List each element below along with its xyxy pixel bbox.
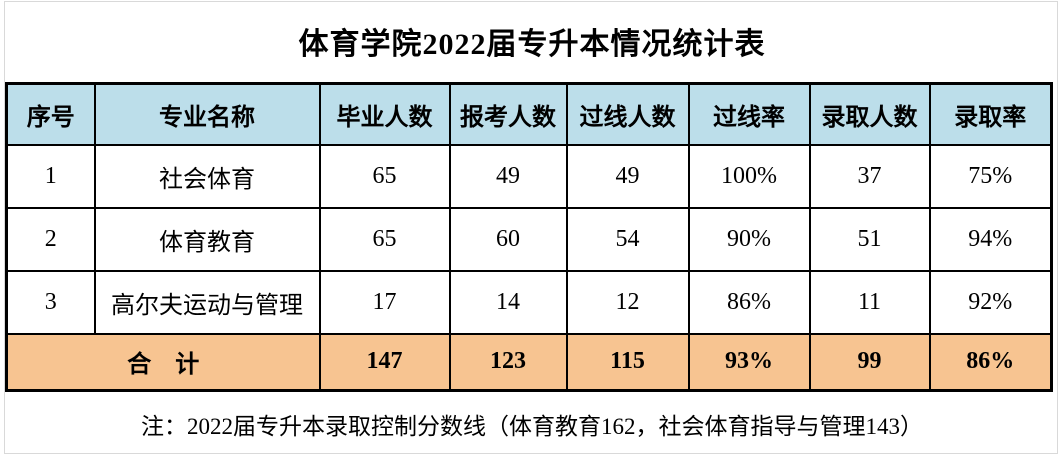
total-graduates: 147 bbox=[318, 332, 451, 392]
cell-admitted: 37 bbox=[808, 143, 931, 209]
cell-passed: 54 bbox=[565, 206, 690, 272]
cell-applicants: 60 bbox=[448, 206, 568, 272]
column-header-graduates: 毕业人数 bbox=[318, 82, 451, 146]
total-passed: 115 bbox=[565, 332, 690, 392]
cell-applicants: 14 bbox=[448, 269, 568, 335]
cell-serial: 3 bbox=[5, 269, 96, 335]
cell-applicants: 49 bbox=[448, 143, 568, 209]
footnote-text: 注：2022届专升本录取控制分数线（体育教育162，社会体育指导与管理143） bbox=[141, 413, 923, 439]
table-title-bar: 体育学院2022届专升本情况统计表 bbox=[0, 0, 1064, 82]
total-admitted: 99 bbox=[808, 332, 931, 392]
column-header-applicants: 报考人数 bbox=[448, 82, 568, 146]
column-header-admitted: 录取人数 bbox=[808, 82, 931, 146]
table-row: 2 体育教育 65 60 54 90% 51 94% bbox=[5, 206, 1053, 272]
cell-pass-rate: 90% bbox=[687, 206, 811, 272]
column-header-pass-rate: 过线率 bbox=[687, 82, 811, 146]
cell-serial: 2 bbox=[5, 206, 96, 272]
cell-graduates: 65 bbox=[318, 206, 451, 272]
table-header-row: 序号 专业名称 毕业人数 报考人数 过线人数 过线率 录取人数 录取率 bbox=[5, 82, 1053, 146]
cell-passed: 12 bbox=[565, 269, 690, 335]
column-header-major: 专业名称 bbox=[93, 82, 321, 146]
cell-graduates: 65 bbox=[318, 143, 451, 209]
cell-admit-rate: 92% bbox=[928, 269, 1053, 335]
cell-major: 社会体育 bbox=[93, 143, 321, 209]
footnote-bar: 注：2022届专升本录取控制分数线（体育教育162，社会体育指导与管理143） bbox=[0, 393, 1064, 454]
cell-admit-rate: 75% bbox=[928, 143, 1053, 209]
table-row: 3 高尔夫运动与管理 17 14 12 86% 11 92% bbox=[5, 269, 1053, 335]
column-header-passed: 过线人数 bbox=[565, 82, 690, 146]
cell-admitted: 51 bbox=[808, 206, 931, 272]
cell-pass-rate: 86% bbox=[687, 269, 811, 335]
table-total-row: 合 计 147 123 115 93% 99 86% bbox=[5, 332, 1053, 392]
cell-serial: 1 bbox=[5, 143, 96, 209]
total-label: 合 计 bbox=[5, 332, 321, 392]
column-header-admit-rate: 录取率 bbox=[928, 82, 1053, 146]
cell-graduates: 17 bbox=[318, 269, 451, 335]
total-applicants: 123 bbox=[448, 332, 568, 392]
total-admit-rate: 86% bbox=[928, 332, 1053, 392]
table-row: 1 社会体育 65 49 49 100% 37 75% bbox=[5, 143, 1053, 209]
cell-major: 高尔夫运动与管理 bbox=[93, 269, 321, 335]
cell-admit-rate: 94% bbox=[928, 206, 1053, 272]
cell-admitted: 11 bbox=[808, 269, 931, 335]
cell-pass-rate: 100% bbox=[687, 143, 811, 209]
page-title: 体育学院2022届专升本情况统计表 bbox=[298, 28, 766, 61]
cell-passed: 49 bbox=[565, 143, 690, 209]
total-pass-rate: 93% bbox=[687, 332, 811, 392]
column-header-serial: 序号 bbox=[5, 82, 96, 146]
cell-major: 体育教育 bbox=[93, 206, 321, 272]
stats-table: 序号 专业名称 毕业人数 报考人数 过线人数 过线率 录取人数 录取率 1 社会… bbox=[5, 82, 1053, 392]
